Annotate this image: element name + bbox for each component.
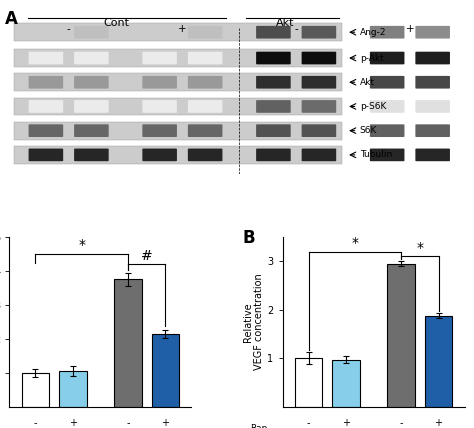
FancyBboxPatch shape <box>74 26 109 39</box>
Bar <box>387 264 415 407</box>
Text: -: - <box>294 24 298 34</box>
FancyBboxPatch shape <box>256 76 291 89</box>
Text: -: - <box>127 419 130 428</box>
FancyBboxPatch shape <box>370 76 404 89</box>
FancyBboxPatch shape <box>74 149 109 161</box>
FancyBboxPatch shape <box>301 26 336 39</box>
FancyBboxPatch shape <box>188 26 222 39</box>
FancyBboxPatch shape <box>256 26 291 39</box>
FancyBboxPatch shape <box>74 52 109 64</box>
FancyBboxPatch shape <box>74 100 109 113</box>
Text: *: * <box>78 238 85 253</box>
FancyBboxPatch shape <box>188 100 222 113</box>
FancyBboxPatch shape <box>28 149 63 161</box>
FancyBboxPatch shape <box>142 52 177 64</box>
Text: -: - <box>400 419 403 428</box>
FancyBboxPatch shape <box>28 52 63 64</box>
FancyBboxPatch shape <box>415 76 450 89</box>
FancyBboxPatch shape <box>14 98 342 115</box>
Text: +: + <box>162 419 170 428</box>
FancyBboxPatch shape <box>28 26 63 39</box>
FancyBboxPatch shape <box>14 24 342 41</box>
Bar <box>332 360 360 407</box>
Bar <box>425 315 453 407</box>
FancyBboxPatch shape <box>188 76 222 89</box>
FancyBboxPatch shape <box>142 76 177 89</box>
FancyBboxPatch shape <box>415 100 450 113</box>
Text: *: * <box>417 241 423 255</box>
Text: A: A <box>5 9 18 28</box>
Text: S6K: S6K <box>360 126 377 135</box>
Text: -: - <box>34 419 37 428</box>
Text: p-Akt: p-Akt <box>360 54 383 62</box>
FancyBboxPatch shape <box>415 52 450 64</box>
FancyBboxPatch shape <box>370 100 404 113</box>
FancyBboxPatch shape <box>14 49 342 67</box>
FancyBboxPatch shape <box>28 100 63 113</box>
FancyBboxPatch shape <box>142 149 177 161</box>
Text: Tubulin: Tubulin <box>360 150 392 159</box>
FancyBboxPatch shape <box>74 76 109 89</box>
FancyBboxPatch shape <box>301 76 336 89</box>
Text: Rap: Rap <box>250 424 267 428</box>
FancyBboxPatch shape <box>370 52 404 64</box>
Text: Ang-2: Ang-2 <box>360 28 386 37</box>
Text: Akt: Akt <box>275 18 294 28</box>
FancyBboxPatch shape <box>74 124 109 137</box>
FancyBboxPatch shape <box>415 26 450 39</box>
Bar <box>114 279 142 407</box>
Y-axis label: Relative
VEGF concentration: Relative VEGF concentration <box>243 273 264 370</box>
Text: *: * <box>351 236 358 250</box>
FancyBboxPatch shape <box>415 124 450 137</box>
Text: Akt: Akt <box>360 78 375 87</box>
FancyBboxPatch shape <box>301 52 336 64</box>
FancyBboxPatch shape <box>256 52 291 64</box>
Bar <box>294 358 322 407</box>
FancyBboxPatch shape <box>188 52 222 64</box>
FancyBboxPatch shape <box>415 149 450 161</box>
FancyBboxPatch shape <box>188 124 222 137</box>
FancyBboxPatch shape <box>188 149 222 161</box>
FancyBboxPatch shape <box>142 26 177 39</box>
FancyBboxPatch shape <box>14 146 342 164</box>
Text: +: + <box>178 24 187 34</box>
FancyBboxPatch shape <box>370 149 404 161</box>
Text: p-S6K: p-S6K <box>360 102 386 111</box>
FancyBboxPatch shape <box>370 124 404 137</box>
FancyBboxPatch shape <box>28 124 63 137</box>
FancyBboxPatch shape <box>301 124 336 137</box>
Text: B: B <box>243 229 255 247</box>
FancyBboxPatch shape <box>370 26 404 39</box>
FancyBboxPatch shape <box>301 100 336 113</box>
FancyBboxPatch shape <box>256 100 291 113</box>
Bar <box>152 334 180 407</box>
FancyBboxPatch shape <box>14 122 342 140</box>
Text: +: + <box>406 24 414 34</box>
Bar <box>59 371 87 407</box>
Text: +: + <box>342 419 350 428</box>
Text: +: + <box>69 419 77 428</box>
Text: -: - <box>307 419 310 428</box>
FancyBboxPatch shape <box>142 124 177 137</box>
FancyBboxPatch shape <box>301 149 336 161</box>
FancyBboxPatch shape <box>14 73 342 91</box>
FancyBboxPatch shape <box>256 124 291 137</box>
FancyBboxPatch shape <box>256 149 291 161</box>
Text: +: + <box>435 419 443 428</box>
Text: -: - <box>67 24 71 34</box>
FancyBboxPatch shape <box>142 100 177 113</box>
Bar <box>21 373 49 407</box>
Text: #: # <box>141 249 153 262</box>
FancyBboxPatch shape <box>28 76 63 89</box>
Text: Cont: Cont <box>103 18 129 28</box>
